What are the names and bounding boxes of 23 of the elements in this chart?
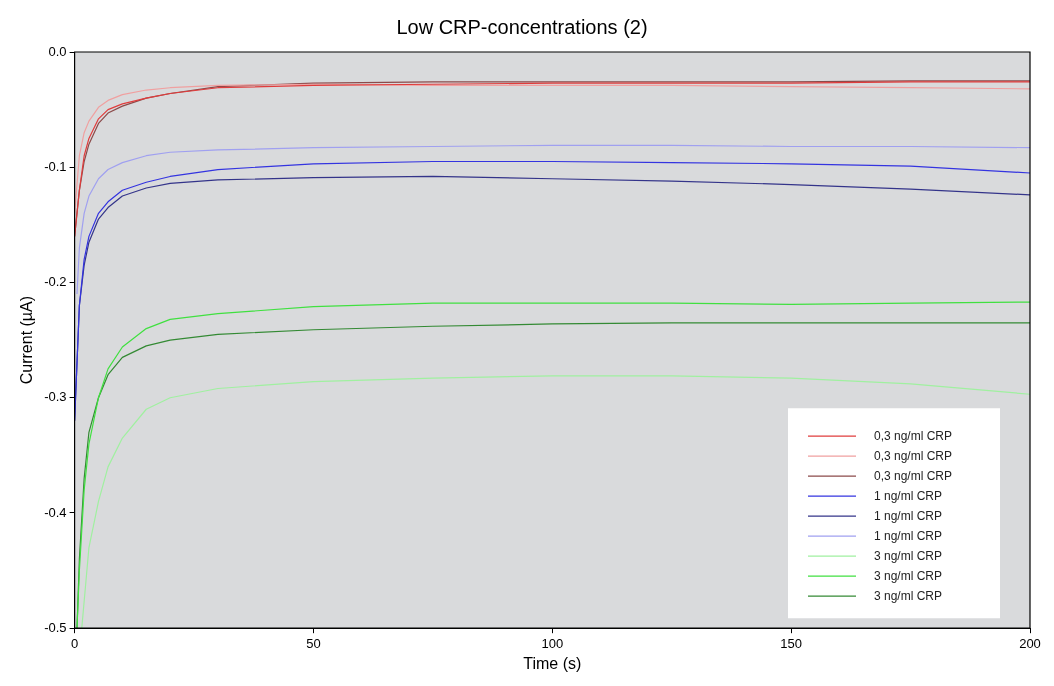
legend-label: 1 ng/ml CRP: [874, 508, 943, 523]
y-tick-label: -0.1: [44, 158, 67, 174]
y-axis-title: Current (µA): [18, 295, 36, 385]
x-tick-label: 200: [1019, 635, 1041, 651]
x-tick-label: 50: [306, 635, 321, 651]
x-tick-label: 150: [780, 635, 802, 651]
x-tick-label: 100: [541, 635, 564, 651]
legend-label: 0,3 ng/ml CRP: [874, 428, 953, 443]
x-tick-label: 0: [70, 635, 79, 651]
chart-title: Low CRP-concentrations (2): [396, 15, 648, 38]
legend-label: 0,3 ng/ml CRP: [874, 448, 953, 463]
y-tick-label: -0.5: [44, 619, 67, 635]
legend-label: 1 ng/ml CRP: [874, 488, 943, 503]
x-axis-title: Time (s): [523, 654, 582, 672]
y-tick-label: -0.3: [44, 389, 67, 405]
legend-label: 0,3 ng/ml CRP: [874, 468, 953, 483]
y-tick-label: -0.4: [44, 504, 67, 520]
y-tick-label: 0.0: [48, 43, 67, 59]
legend-label: 3 ng/ml CRP: [874, 588, 943, 603]
legend-label: 3 ng/ml CRP: [874, 548, 943, 563]
y-tick-label: -0.2: [44, 274, 67, 290]
legend-label: 3 ng/ml CRP: [874, 568, 943, 583]
legend-label: 1 ng/ml CRP: [874, 528, 943, 543]
